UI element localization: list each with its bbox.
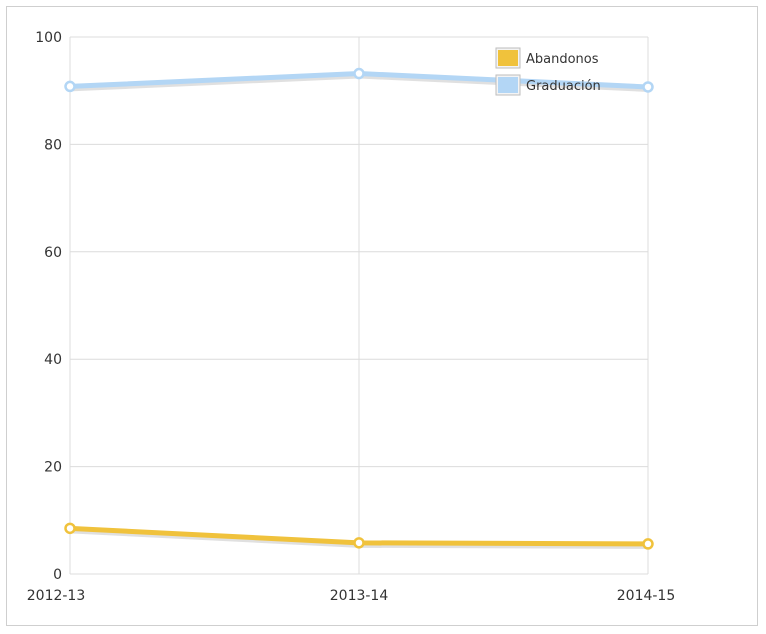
y-tick-label: 0 bbox=[53, 567, 62, 583]
data-point[interactable] bbox=[64, 80, 76, 93]
data-point[interactable] bbox=[642, 538, 654, 550]
y-tick-label: 40 bbox=[44, 352, 62, 368]
legend-label: Graduación bbox=[526, 79, 601, 94]
x-tick-label: 2013-14 bbox=[330, 588, 389, 604]
y-tick-label: 100 bbox=[35, 30, 62, 46]
data-point[interactable] bbox=[64, 522, 76, 535]
y-tick-label: 20 bbox=[44, 460, 62, 476]
y-tick-label: 60 bbox=[44, 245, 62, 261]
legend-swatch bbox=[498, 77, 518, 93]
y-tick-label: 80 bbox=[44, 137, 62, 153]
data-point[interactable] bbox=[353, 67, 365, 80]
chart-frame bbox=[6, 6, 758, 626]
x-tick-label: 2012-13 bbox=[27, 588, 86, 604]
data-point[interactable] bbox=[353, 537, 365, 549]
legend-label: Abandonos bbox=[526, 52, 599, 67]
x-grid-lines bbox=[69, 37, 649, 574]
legend-swatch bbox=[498, 50, 518, 66]
y-tick-labels: 0 20 40 60 80 100 bbox=[35, 30, 62, 583]
series-layer bbox=[64, 67, 654, 550]
data-point[interactable] bbox=[642, 81, 654, 93]
x-tick-labels: 2012-13 2013-14 2014-15 bbox=[27, 588, 676, 604]
x-tick-label: 2014-15 bbox=[617, 588, 676, 604]
legend: Abandonos Graduación bbox=[495, 47, 601, 96]
